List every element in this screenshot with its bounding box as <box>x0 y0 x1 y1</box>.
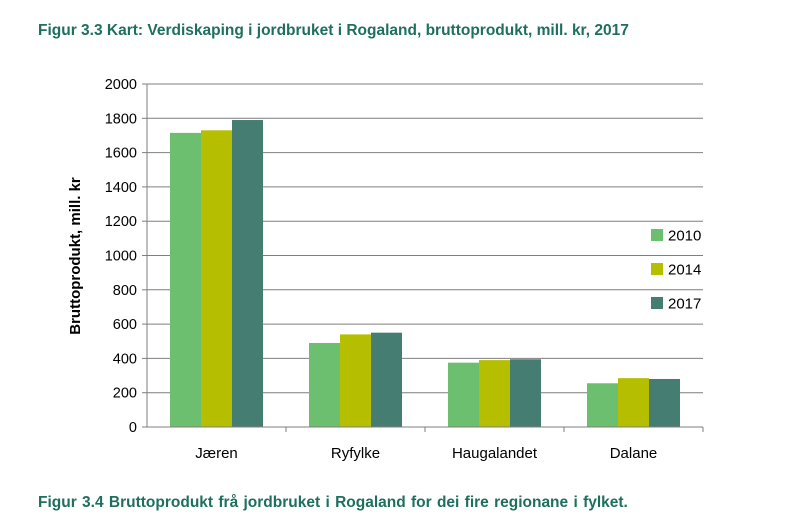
bar-2014-2 <box>479 360 510 427</box>
bar-2017-3 <box>649 378 680 427</box>
axes <box>146 84 704 432</box>
legend-label-2010: 2010 <box>668 228 701 245</box>
bar-2014-3 <box>618 378 649 427</box>
legend: 2010 2014 2017 <box>651 228 701 313</box>
bar-2010-2 <box>448 362 479 427</box>
y-tick-label: 1200 <box>105 214 137 230</box>
x-category-label: Dalane <box>610 445 658 462</box>
x-category-label: Haugalandet <box>452 445 538 462</box>
bar-2010-1 <box>309 342 340 427</box>
y-tick-label: 400 <box>113 351 137 367</box>
bar-2010-3 <box>587 383 618 427</box>
legend-label-2017: 2017 <box>668 296 701 313</box>
bar-2017-0 <box>232 120 263 427</box>
y-tick-label: 600 <box>113 317 137 333</box>
legend-label-2014: 2014 <box>668 262 701 279</box>
y-axis-ticks: 0 200 400 600 800 1000 1200 1400 1600 1800 2000 <box>105 77 147 436</box>
y-axis-label: Bruttoprodukt, mill. kr <box>67 177 84 335</box>
y-tick-label: 1600 <box>105 146 137 162</box>
figure-title: Figur 3.3 Kart: Verdiskaping i jordbruke… <box>38 22 629 39</box>
bar-2010-0 <box>170 132 201 427</box>
grid-lines <box>147 83 703 394</box>
y-tick-label: 2000 <box>105 77 137 93</box>
bar-2014-0 <box>201 130 232 427</box>
bar-2017-2 <box>510 359 541 427</box>
figure-caption: Figur 3.4 Bruttoprodukt frå jordbruket i… <box>38 494 628 511</box>
x-axis-categories: Jæren Ryfylke Haugalandet Dalane <box>195 445 657 462</box>
x-category-label: Jæren <box>195 445 238 462</box>
y-tick-label: 1000 <box>105 249 137 265</box>
y-tick-label: 800 <box>113 283 137 299</box>
bar-2014-1 <box>340 334 371 427</box>
y-tick-label: 0 <box>129 420 137 436</box>
bar-2017-1 <box>371 332 402 427</box>
y-tick-label: 1800 <box>105 111 137 127</box>
legend-swatch-2017 <box>651 297 663 309</box>
legend-swatch-2010 <box>651 229 663 241</box>
y-tick-label: 1400 <box>105 180 137 196</box>
bars <box>170 120 680 427</box>
x-category-label: Ryfylke <box>331 445 380 462</box>
y-tick-label: 200 <box>113 386 137 402</box>
legend-swatch-2014 <box>651 263 663 275</box>
